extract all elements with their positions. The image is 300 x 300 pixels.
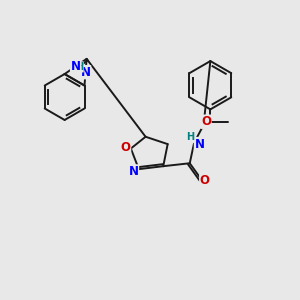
- Text: N: N: [194, 138, 205, 151]
- Text: O: O: [121, 141, 130, 154]
- Text: N: N: [128, 165, 139, 178]
- Text: N: N: [70, 60, 81, 73]
- Text: N: N: [81, 66, 91, 79]
- Text: O: O: [200, 174, 210, 188]
- Text: H: H: [187, 132, 195, 142]
- Text: O: O: [201, 115, 211, 128]
- Text: H: H: [75, 62, 83, 72]
